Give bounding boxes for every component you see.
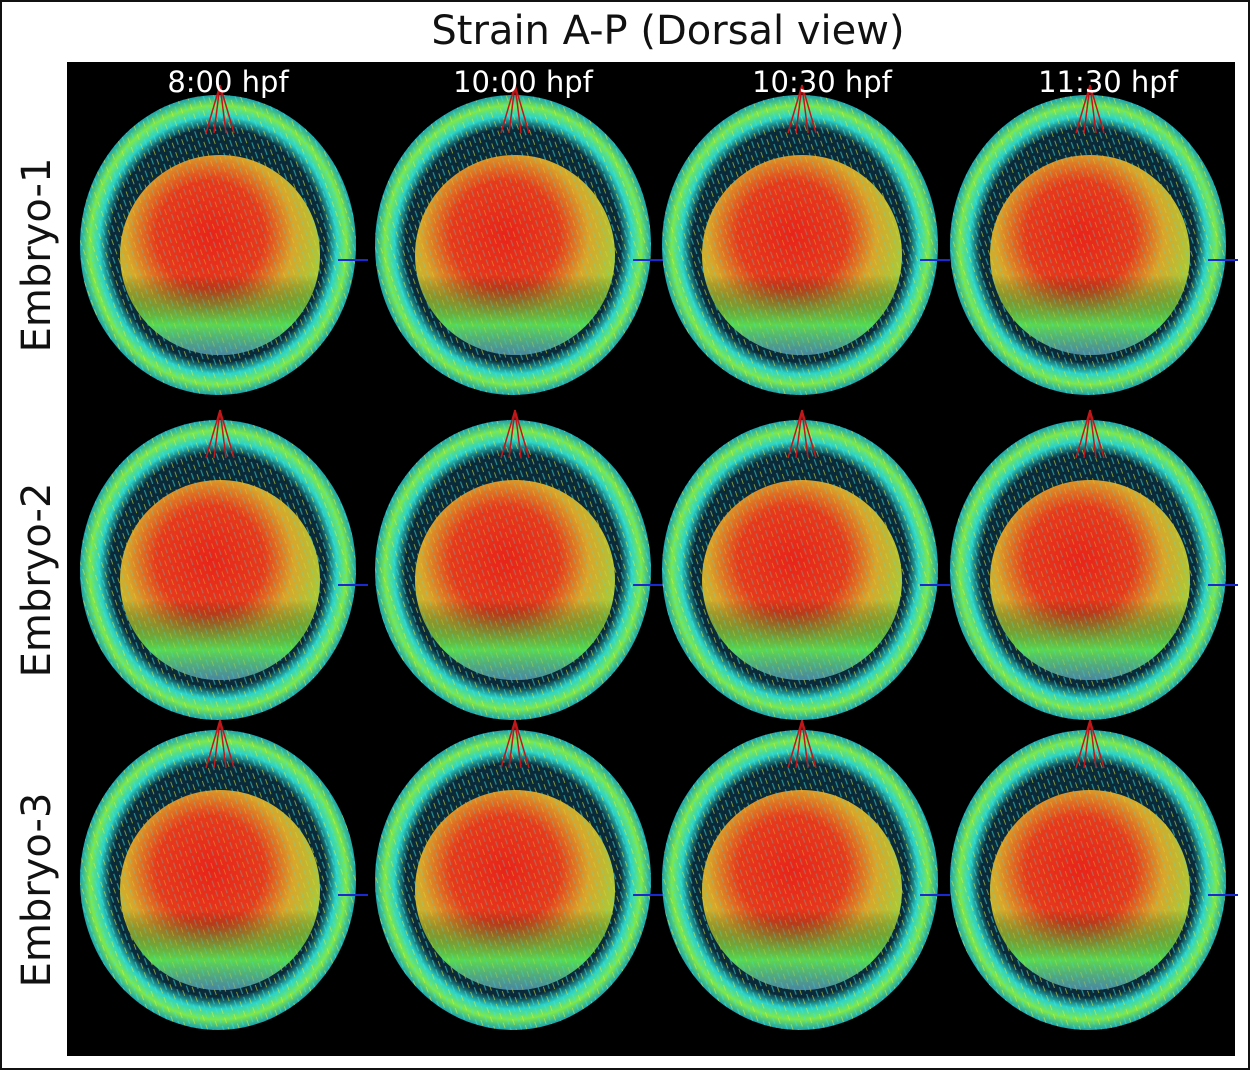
core-vectors (120, 155, 320, 355)
core-vectors (990, 155, 1190, 355)
column-label: 11:30 hpf (1038, 65, 1179, 99)
core-vectors (415, 480, 615, 680)
column-label: 10:30 hpf (752, 65, 893, 99)
figure: Strain A-P (Dorsal view) 8:00 hpf 10:00 h… (0, 0, 1250, 1070)
core-vectors (415, 790, 615, 990)
core-vectors (702, 790, 902, 990)
core-vectors (702, 155, 902, 355)
column-label: 10:00 hpf (453, 65, 594, 99)
row-label: Embryo-2 (14, 483, 60, 678)
page: {"title": "Strain A-P (Dorsal view)", "c… (0, 0, 1250, 1070)
core-vectors (120, 480, 320, 680)
core-vectors (990, 480, 1190, 680)
core-vectors (415, 155, 615, 355)
figure-title: Strain A-P (Dorsal view) (431, 8, 904, 54)
row-label: Embryo-3 (14, 793, 60, 988)
core-vectors (990, 790, 1190, 990)
core-vectors (120, 790, 320, 990)
row-label: Embryo-1 (14, 158, 60, 353)
core-vectors (702, 480, 902, 680)
column-label: 8:00 hpf (167, 65, 289, 99)
